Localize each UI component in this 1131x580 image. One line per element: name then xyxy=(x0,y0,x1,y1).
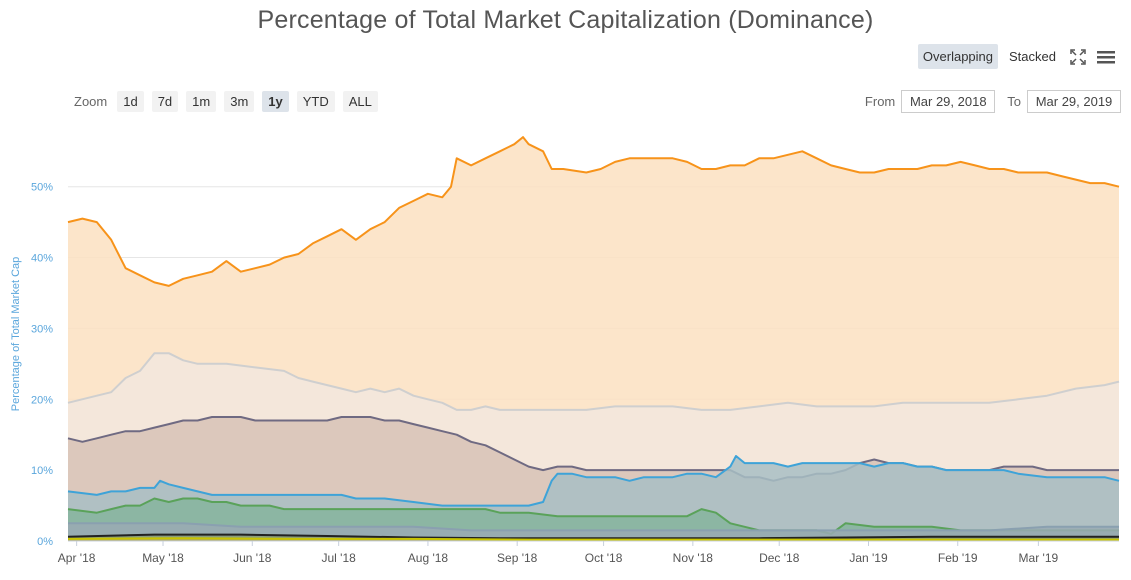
y-tick-label: 20% xyxy=(31,394,53,406)
chart-series xyxy=(67,136,1120,541)
x-tick-label: Aug '18 xyxy=(408,551,449,565)
fullscreen-icon[interactable] xyxy=(1067,46,1089,68)
x-tick-label: Sep '18 xyxy=(497,551,538,565)
x-tick-label: May '18 xyxy=(142,551,184,565)
x-tick-label: Mar '19 xyxy=(1019,551,1059,565)
line-stellar xyxy=(67,537,1119,541)
x-tick-label: Dec '18 xyxy=(759,551,800,565)
from-date-input[interactable]: Mar 29, 2018 xyxy=(901,90,996,113)
zoom-1y-button[interactable]: 1y xyxy=(262,91,289,112)
zoom-1d-button[interactable]: 1d xyxy=(117,91,144,112)
x-tick-label: Nov '18 xyxy=(673,551,714,565)
view-toggle-bar: Overlapping Stacked xyxy=(917,44,1117,69)
zoom-7d-button[interactable]: 7d xyxy=(151,91,179,112)
stacked-button[interactable]: Stacked xyxy=(1009,49,1056,64)
y-tick-label: 10% xyxy=(31,465,53,477)
to-label: To xyxy=(1007,94,1021,109)
overlapping-button[interactable]: Overlapping xyxy=(917,44,999,69)
zoom-all-button[interactable]: ALL xyxy=(342,91,378,112)
line-eos xyxy=(68,522,1119,532)
y-tick-label: 40% xyxy=(31,253,53,265)
zoom-ytd-button[interactable]: YTD xyxy=(296,91,335,112)
hamburger-menu-icon[interactable] xyxy=(1095,46,1117,68)
from-label: From xyxy=(864,94,896,109)
line-litecoin xyxy=(67,533,1119,540)
x-tick-label: Oct '18 xyxy=(585,551,623,565)
line-bitcoin-cash xyxy=(67,497,1119,535)
date-range: From Mar 29, 2018 To Mar 29, 2019 xyxy=(865,90,1121,113)
x-tick-label: Feb '19 xyxy=(938,551,978,565)
y-axis: 0% 10% 20% 30% 40% 50% xyxy=(31,182,53,548)
to-date-input[interactable]: Mar 29, 2019 xyxy=(1027,90,1121,113)
x-tick-label: Jul '18 xyxy=(322,551,357,565)
zoom-1m-button[interactable]: 1m xyxy=(186,91,217,112)
line-bitcoin xyxy=(67,136,1120,287)
zoom-3m-button[interactable]: 3m xyxy=(224,91,255,112)
zoom-label: Zoom xyxy=(74,94,108,109)
y-axis-label: Percentage of Total Market Cap xyxy=(10,257,22,412)
chart-title: Percentage of Total Market Capitalizatio… xyxy=(257,6,874,34)
line-ripple xyxy=(67,455,1120,507)
x-tick-label: Jun '18 xyxy=(233,551,272,565)
zoom-bar: Zoom 1d 7d 1m 3m 1y YTD ALL xyxy=(74,91,378,112)
y-tick-label: 30% xyxy=(31,323,53,335)
y-tick-label: 0% xyxy=(37,536,53,548)
x-tick-label: Jan '19 xyxy=(849,551,888,565)
y-tick-label: 50% xyxy=(31,182,53,194)
line-others xyxy=(67,352,1120,411)
x-axis: Apr '18 May '18 Jun '18 Jul '18 Aug '18 Sep '… xyxy=(58,540,1119,565)
x-tick-label: Apr '18 xyxy=(58,551,96,565)
